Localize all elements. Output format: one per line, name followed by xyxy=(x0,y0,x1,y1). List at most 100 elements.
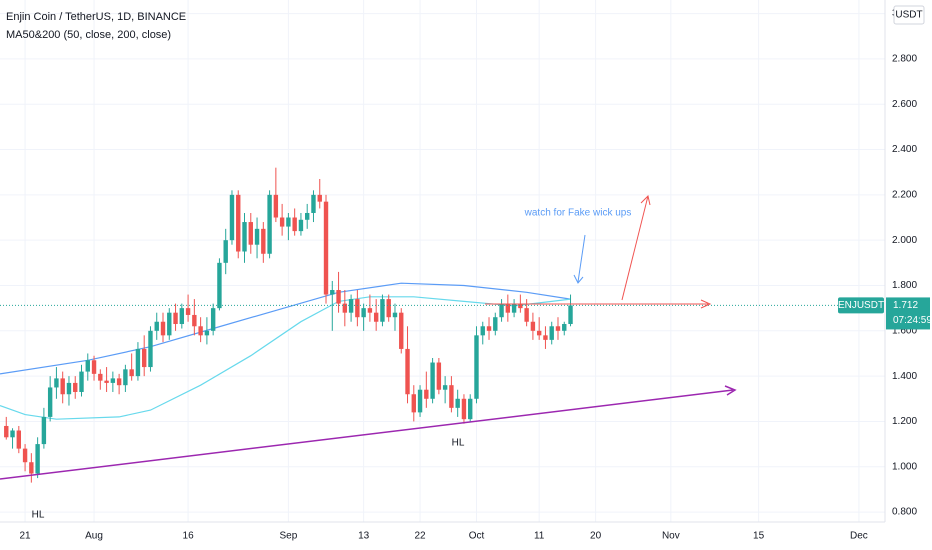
drawings: watch for Fake wick ups HL HL xyxy=(0,195,737,521)
candle-body xyxy=(210,308,216,331)
y-tick-label: 1.600 xyxy=(892,325,917,336)
candle-body xyxy=(461,398,467,420)
candle-body xyxy=(530,321,536,331)
candle-body xyxy=(330,290,335,295)
x-tick-label: 13 xyxy=(358,531,370,542)
candle-body xyxy=(549,326,554,340)
candle-body xyxy=(242,222,247,252)
symbol-box xyxy=(838,297,884,314)
candle-body xyxy=(248,222,253,245)
candle-body xyxy=(543,335,548,340)
candle-body xyxy=(35,444,40,474)
chart-title: Enjin Coin / TetherUS, 1D, BINANCE xyxy=(6,11,186,23)
candle-body xyxy=(154,321,159,331)
candle-body xyxy=(148,330,153,368)
candle-body xyxy=(91,360,97,374)
candle-body xyxy=(524,308,529,322)
currency-box[interactable] xyxy=(893,5,925,25)
candle-body xyxy=(367,308,373,313)
annotation: HL xyxy=(32,510,45,521)
y-tick-label: 1.200 xyxy=(892,416,917,427)
x-tick-label: Oct xyxy=(469,531,485,542)
candle-body xyxy=(141,348,147,368)
candle-body xyxy=(380,299,385,322)
candle-body xyxy=(361,308,366,318)
candle-body xyxy=(173,312,178,325)
y-tick-label: 1.000 xyxy=(892,461,917,472)
candle-body xyxy=(493,317,498,331)
candle-body xyxy=(411,394,416,413)
trendline xyxy=(0,389,734,480)
candle-body xyxy=(217,262,222,309)
candle-body xyxy=(355,299,360,318)
down-arrow xyxy=(577,234,586,283)
candle-body xyxy=(449,385,454,408)
candles xyxy=(0,167,885,483)
moving-average xyxy=(0,296,571,420)
y-tick-label: 2.800 xyxy=(892,54,917,65)
candle-body xyxy=(518,303,523,309)
candle-body xyxy=(129,369,134,377)
candle-body xyxy=(185,308,191,315)
candle-body xyxy=(192,314,197,327)
candle-body xyxy=(392,312,398,318)
countdown: 07:24:59 xyxy=(893,315,932,326)
candle-body xyxy=(455,398,460,408)
x-tick-label: Aug xyxy=(85,531,103,542)
candle-body xyxy=(135,348,141,377)
trendline-arrow xyxy=(724,385,737,396)
candle-body xyxy=(267,194,272,254)
candle-body xyxy=(442,385,448,390)
candle-body xyxy=(22,448,28,463)
moving-averages xyxy=(0,282,571,420)
candle-body xyxy=(29,462,34,474)
candle-body xyxy=(386,299,391,318)
down-arrow-head xyxy=(573,274,584,284)
candle-body xyxy=(204,330,210,336)
candle-body xyxy=(555,326,561,331)
candle-body xyxy=(160,321,166,336)
candle-body xyxy=(110,378,116,383)
candle-body xyxy=(311,194,316,213)
candle-body xyxy=(298,219,304,232)
x-tick-label: 11 xyxy=(534,531,545,542)
y-tick-label: 1.800 xyxy=(892,280,917,291)
y-tick-label: 2.000 xyxy=(892,235,917,246)
candle-body xyxy=(373,312,379,322)
x-tick-label: Dec xyxy=(850,531,868,542)
candle-body xyxy=(562,324,567,331)
currency: USDT xyxy=(895,10,922,21)
candle-body xyxy=(73,382,78,392)
candle-body xyxy=(474,335,479,399)
up-arrow xyxy=(621,195,649,301)
candle-body xyxy=(486,326,492,331)
candle-body xyxy=(16,430,22,449)
axes: 0.800 1.000 1.200 1.400 1.600 1.800 2.000 2.200… xyxy=(20,8,932,541)
candle-body xyxy=(430,362,435,399)
candle-body xyxy=(292,217,297,232)
symbol-label: ENJUSDT xyxy=(838,300,884,311)
y-tick-label: 1.400 xyxy=(892,371,917,382)
candle-body xyxy=(79,371,84,392)
candle-body xyxy=(405,348,410,395)
x-tick-label: Nov xyxy=(662,531,680,542)
candle-body xyxy=(568,305,573,325)
candle-body xyxy=(336,290,341,304)
candle-body xyxy=(98,373,103,381)
candle-body xyxy=(317,194,322,202)
candle-body xyxy=(505,303,511,313)
y-tick-label: 2.200 xyxy=(892,189,917,200)
y-tick-label: 0.800 xyxy=(892,507,917,518)
candle-body xyxy=(468,398,473,420)
candle-body xyxy=(279,217,285,227)
indicator-legend[interactable]: MA50&200 (50, close, 200, close) xyxy=(6,29,171,41)
moving-average xyxy=(0,282,571,375)
candle-body xyxy=(223,240,228,263)
candle-body xyxy=(66,382,72,395)
candle-body xyxy=(511,303,517,313)
candle-body xyxy=(536,330,542,336)
y-tick-label: 2.400 xyxy=(892,144,917,155)
candle-body xyxy=(499,303,504,318)
resistance-arrow xyxy=(700,299,712,309)
up-arrow-head xyxy=(640,195,651,206)
